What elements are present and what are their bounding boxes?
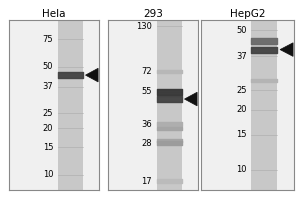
Text: 130: 130 (136, 22, 152, 31)
Text: 17: 17 (142, 177, 152, 186)
Text: 10: 10 (236, 166, 247, 174)
Text: 37: 37 (42, 82, 53, 91)
Title: 293: 293 (143, 9, 163, 19)
Text: 37: 37 (236, 52, 247, 61)
Text: 36: 36 (141, 120, 152, 129)
Text: 55: 55 (142, 87, 152, 96)
Text: 75: 75 (43, 35, 53, 44)
Text: 15: 15 (236, 130, 247, 139)
Bar (58, 20, 83, 190)
Title: Hela: Hela (42, 9, 66, 19)
Text: 28: 28 (142, 139, 152, 148)
Title: HepG2: HepG2 (230, 9, 265, 19)
Text: 72: 72 (142, 67, 152, 76)
Text: 25: 25 (43, 109, 53, 118)
Text: 15: 15 (43, 143, 53, 152)
Polygon shape (85, 68, 98, 82)
Text: 50: 50 (43, 62, 53, 71)
Polygon shape (184, 92, 197, 106)
Text: 50: 50 (236, 26, 247, 35)
Text: 20: 20 (43, 124, 53, 133)
Text: 10: 10 (43, 170, 53, 179)
Polygon shape (280, 43, 293, 56)
Text: 20: 20 (236, 105, 247, 114)
Bar (157, 20, 182, 190)
Bar (251, 20, 277, 190)
Text: 25: 25 (236, 86, 247, 95)
